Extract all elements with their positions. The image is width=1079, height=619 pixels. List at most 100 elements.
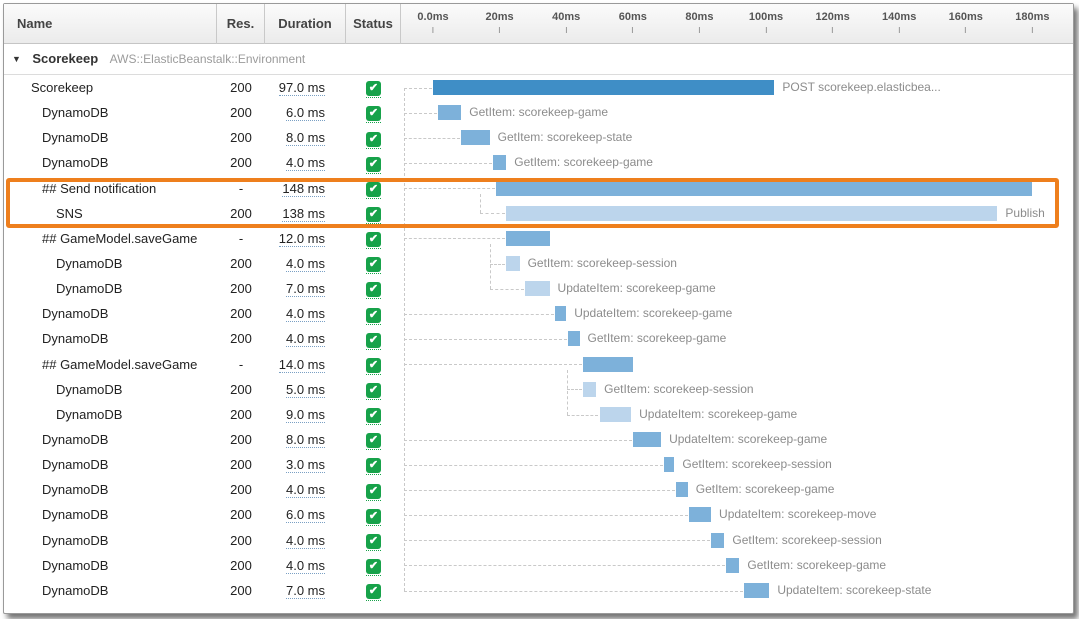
- timeline-bar[interactable]: [676, 482, 688, 498]
- timeline-bar[interactable]: [492, 155, 507, 171]
- row-duration[interactable]: 6.0 ms: [285, 105, 325, 122]
- trace-row[interactable]: DynamoDB 200 4.0 ms ✔ GetItem: scorekeep-gam…: [4, 553, 1073, 578]
- row-name: DynamoDB: [42, 155, 109, 171]
- row-duration[interactable]: 4.0 ms: [285, 532, 325, 549]
- status-ok-icon[interactable]: ✔: [366, 558, 381, 576]
- timeline-bar[interactable]: [496, 180, 1033, 196]
- status-ok-icon[interactable]: ✔: [366, 408, 381, 426]
- collapse-triangle-icon[interactable]: ▼: [12, 54, 21, 64]
- row-response-code: 200: [230, 582, 252, 598]
- row-duration[interactable]: 8.0 ms: [285, 130, 325, 147]
- status-ok-icon[interactable]: ✔: [366, 584, 381, 602]
- row-duration-cell: 3.0 ms: [265, 452, 346, 477]
- status-ok-icon[interactable]: ✔: [366, 156, 381, 174]
- trace-row[interactable]: ## GameModel.saveGame - 12.0 ms ✔: [4, 226, 1073, 251]
- timeline-bar[interactable]: [664, 457, 675, 473]
- timeline-bar[interactable]: [599, 406, 632, 422]
- timeline-bar[interactable]: [582, 356, 633, 372]
- axis-tick: 60ms: [619, 11, 647, 33]
- trace-row[interactable]: DynamoDB 200 4.0 ms ✔ GetItem: scorekeep-ses…: [4, 251, 1073, 276]
- row-duration[interactable]: 5.0 ms: [285, 381, 325, 398]
- row-duration[interactable]: 148 ms: [282, 180, 325, 197]
- trace-row[interactable]: DynamoDB 200 6.0 ms ✔ GetItem: scorekeep-gam…: [4, 100, 1073, 125]
- trace-row[interactable]: DynamoDB 200 4.0 ms ✔ GetItem: scorekeep-gam…: [4, 150, 1073, 175]
- status-ok-icon[interactable]: ✔: [366, 81, 381, 99]
- bar-label: UpdateItem: scorekeep-game: [639, 406, 798, 421]
- row-duration[interactable]: 7.0 ms: [285, 281, 325, 298]
- row-status-cell: ✔: [346, 201, 401, 226]
- row-duration[interactable]: 4.0 ms: [285, 331, 325, 348]
- trace-row[interactable]: DynamoDB 200 6.0 ms ✔ UpdateItem: scorekeep-…: [4, 502, 1073, 527]
- trace-row[interactable]: DynamoDB 200 8.0 ms ✔ UpdateItem: scorekeep-…: [4, 427, 1073, 452]
- status-ok-icon[interactable]: ✔: [366, 131, 381, 149]
- timeline-bar[interactable]: [711, 532, 725, 548]
- status-ok-icon[interactable]: ✔: [366, 106, 381, 124]
- status-ok-icon[interactable]: ✔: [366, 483, 381, 501]
- trace-row[interactable]: SNS 200 138 ms ✔ Publish: [4, 201, 1073, 226]
- row-duration-cell: 8.0 ms: [265, 427, 346, 452]
- row-duration[interactable]: 4.0 ms: [285, 255, 325, 272]
- status-ok-icon[interactable]: ✔: [366, 181, 381, 199]
- trace-row[interactable]: Scorekeep 200 97.0 ms ✔ POST scorekeep.elast…: [4, 75, 1073, 100]
- timeline-bar[interactable]: [554, 306, 567, 322]
- row-duration[interactable]: 4.0 ms: [285, 482, 325, 499]
- status-ok-icon[interactable]: ✔: [366, 332, 381, 350]
- status-ok-icon[interactable]: ✔: [366, 206, 381, 224]
- trace-row[interactable]: DynamoDB 200 7.0 ms ✔ UpdateItem: scorekeep-…: [4, 578, 1073, 603]
- status-ok-icon[interactable]: ✔: [366, 257, 381, 275]
- row-duration-cell: 6.0 ms: [265, 502, 346, 527]
- row-response-code: -: [238, 180, 244, 196]
- row-duration[interactable]: 6.0 ms: [285, 507, 325, 524]
- timeline-bar[interactable]: [506, 255, 520, 271]
- row-duration[interactable]: 9.0 ms: [285, 406, 325, 423]
- row-duration[interactable]: 8.0 ms: [285, 431, 325, 448]
- row-duration[interactable]: 4.0 ms: [285, 557, 325, 574]
- row-duration[interactable]: 4.0 ms: [285, 306, 325, 323]
- trace-row[interactable]: DynamoDB 200 4.0 ms ✔ UpdateItem: scorekeep-…: [4, 301, 1073, 326]
- timeline-bar[interactable]: [582, 381, 597, 397]
- row-response-code: 200: [230, 507, 252, 523]
- timeline-bar[interactable]: [437, 105, 462, 121]
- row-name: ## Send notification: [42, 180, 157, 196]
- trace-row[interactable]: ## GameModel.saveGame - 14.0 ms ✔: [4, 352, 1073, 377]
- row-response-code: 200: [230, 482, 252, 498]
- status-ok-icon[interactable]: ✔: [366, 282, 381, 300]
- timeline-bar[interactable]: [506, 230, 550, 246]
- status-ok-icon[interactable]: ✔: [366, 307, 381, 325]
- timeline-bar[interactable]: [689, 507, 712, 523]
- status-ok-icon[interactable]: ✔: [366, 433, 381, 451]
- timeline-bar[interactable]: [744, 582, 770, 598]
- status-ok-icon[interactable]: ✔: [366, 458, 381, 476]
- timeline-bar[interactable]: [632, 431, 662, 447]
- status-ok-icon[interactable]: ✔: [366, 357, 381, 375]
- timeline-bar[interactable]: [433, 80, 775, 95]
- timeline-bar[interactable]: [506, 205, 998, 221]
- row-duration[interactable]: 3.0 ms: [285, 457, 325, 474]
- timeline-bar[interactable]: [461, 130, 490, 146]
- trace-row[interactable]: DynamoDB 200 7.0 ms ✔ UpdateItem: scorekeep-…: [4, 276, 1073, 301]
- trace-row[interactable]: DynamoDB 200 9.0 ms ✔ UpdateItem: scorekeep-…: [4, 402, 1073, 427]
- row-duration[interactable]: 14.0 ms: [278, 356, 325, 373]
- timeline-bar[interactable]: [726, 557, 740, 573]
- row-duration[interactable]: 138 ms: [282, 205, 325, 222]
- trace-row[interactable]: DynamoDB 200 5.0 ms ✔ GetItem: scorekeep-ses…: [4, 377, 1073, 402]
- trace-row[interactable]: ## Send notification - 148 ms ✔: [4, 176, 1073, 201]
- status-ok-icon[interactable]: ✔: [366, 382, 381, 400]
- status-ok-icon[interactable]: ✔: [366, 533, 381, 551]
- row-duration[interactable]: 7.0 ms: [285, 582, 325, 599]
- bar-label: UpdateItem: scorekeep-game: [574, 306, 733, 321]
- segment-group-header[interactable]: ▼ Scorekeep AWS::ElasticBeanstalk::Envir…: [4, 44, 1073, 75]
- trace-row[interactable]: DynamoDB 200 3.0 ms ✔ GetItem: scorekeep-ses…: [4, 452, 1073, 477]
- row-duration[interactable]: 97.0 ms: [278, 80, 325, 96]
- trace-rows: Scorekeep 200 97.0 ms ✔ POST scorekeep.elast…: [4, 75, 1073, 603]
- trace-row[interactable]: DynamoDB 200 8.0 ms ✔ GetItem: scorekeep-sta…: [4, 125, 1073, 150]
- status-ok-icon[interactable]: ✔: [366, 508, 381, 526]
- row-duration[interactable]: 4.0 ms: [285, 155, 325, 172]
- timeline-bar[interactable]: [524, 281, 550, 297]
- trace-row[interactable]: DynamoDB 200 4.0 ms ✔ GetItem: scorekeep-gam…: [4, 326, 1073, 351]
- timeline-bar[interactable]: [567, 331, 580, 347]
- status-ok-icon[interactable]: ✔: [366, 232, 381, 250]
- trace-row[interactable]: DynamoDB 200 4.0 ms ✔ GetItem: scorekeep-gam…: [4, 477, 1073, 502]
- trace-row[interactable]: DynamoDB 200 4.0 ms ✔ GetItem: scorekeep-ses…: [4, 528, 1073, 553]
- row-duration[interactable]: 12.0 ms: [278, 230, 325, 247]
